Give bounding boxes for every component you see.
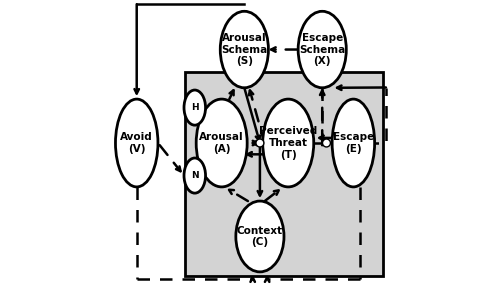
Circle shape bbox=[322, 139, 330, 147]
Circle shape bbox=[324, 140, 329, 146]
Text: Context
(C): Context (C) bbox=[237, 226, 283, 247]
Ellipse shape bbox=[196, 99, 247, 187]
Ellipse shape bbox=[184, 90, 206, 125]
Text: Perceived
Threat
(T): Perceived Threat (T) bbox=[259, 126, 318, 160]
Circle shape bbox=[258, 140, 262, 146]
Ellipse shape bbox=[116, 99, 158, 187]
Text: Avoid
(V): Avoid (V) bbox=[120, 132, 153, 154]
Text: Arousal
Schema
(S): Arousal Schema (S) bbox=[221, 33, 268, 66]
FancyBboxPatch shape bbox=[185, 72, 383, 276]
Ellipse shape bbox=[184, 158, 206, 193]
Ellipse shape bbox=[332, 99, 374, 187]
Circle shape bbox=[256, 139, 264, 147]
Text: N: N bbox=[191, 171, 198, 180]
Text: Arousal
(A): Arousal (A) bbox=[200, 132, 244, 154]
Ellipse shape bbox=[220, 11, 268, 88]
Ellipse shape bbox=[298, 11, 346, 88]
Ellipse shape bbox=[236, 201, 284, 272]
Text: Escape
(E): Escape (E) bbox=[333, 132, 374, 154]
Ellipse shape bbox=[262, 99, 314, 187]
Text: H: H bbox=[191, 103, 198, 112]
Text: Escape
Schema
(X): Escape Schema (X) bbox=[299, 33, 346, 66]
